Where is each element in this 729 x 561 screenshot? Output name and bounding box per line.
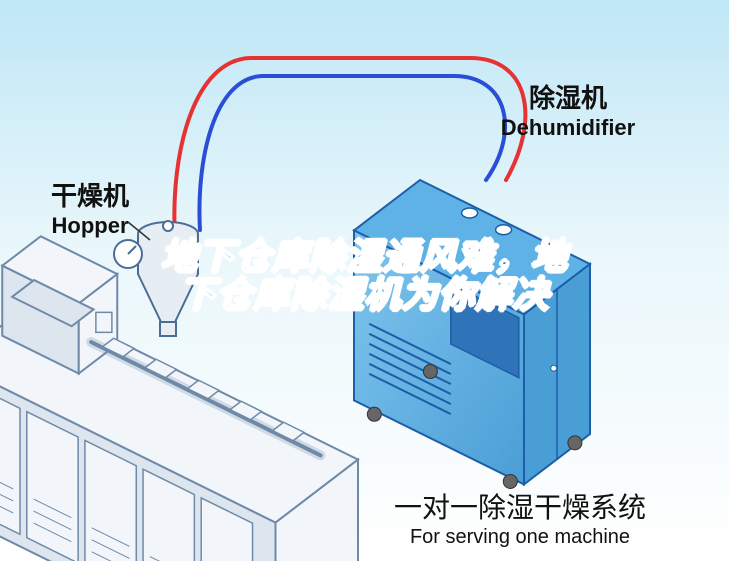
footer-en: For serving one machine bbox=[340, 526, 700, 549]
label-hopper-cn: 干燥机 bbox=[30, 176, 150, 213]
label-dehumidifier-en: Dehumidifier bbox=[468, 115, 668, 141]
footer-caption: 一对一除湿干燥系统 For serving one machine bbox=[340, 486, 700, 549]
footer-cn: 一对一除湿干燥系统 bbox=[340, 486, 700, 526]
label-hopper-en: Hopper bbox=[30, 213, 150, 239]
label-dehumidifier: 除湿机 Dehumidifier bbox=[468, 78, 668, 141]
label-dehumidifier-cn: 除湿机 bbox=[468, 78, 668, 115]
label-hopper: 干燥机 Hopper bbox=[30, 176, 150, 239]
diagram-stage: 除湿机 Dehumidifier 干燥机 Hopper 一对一除湿干燥系统 Fo… bbox=[0, 0, 729, 561]
